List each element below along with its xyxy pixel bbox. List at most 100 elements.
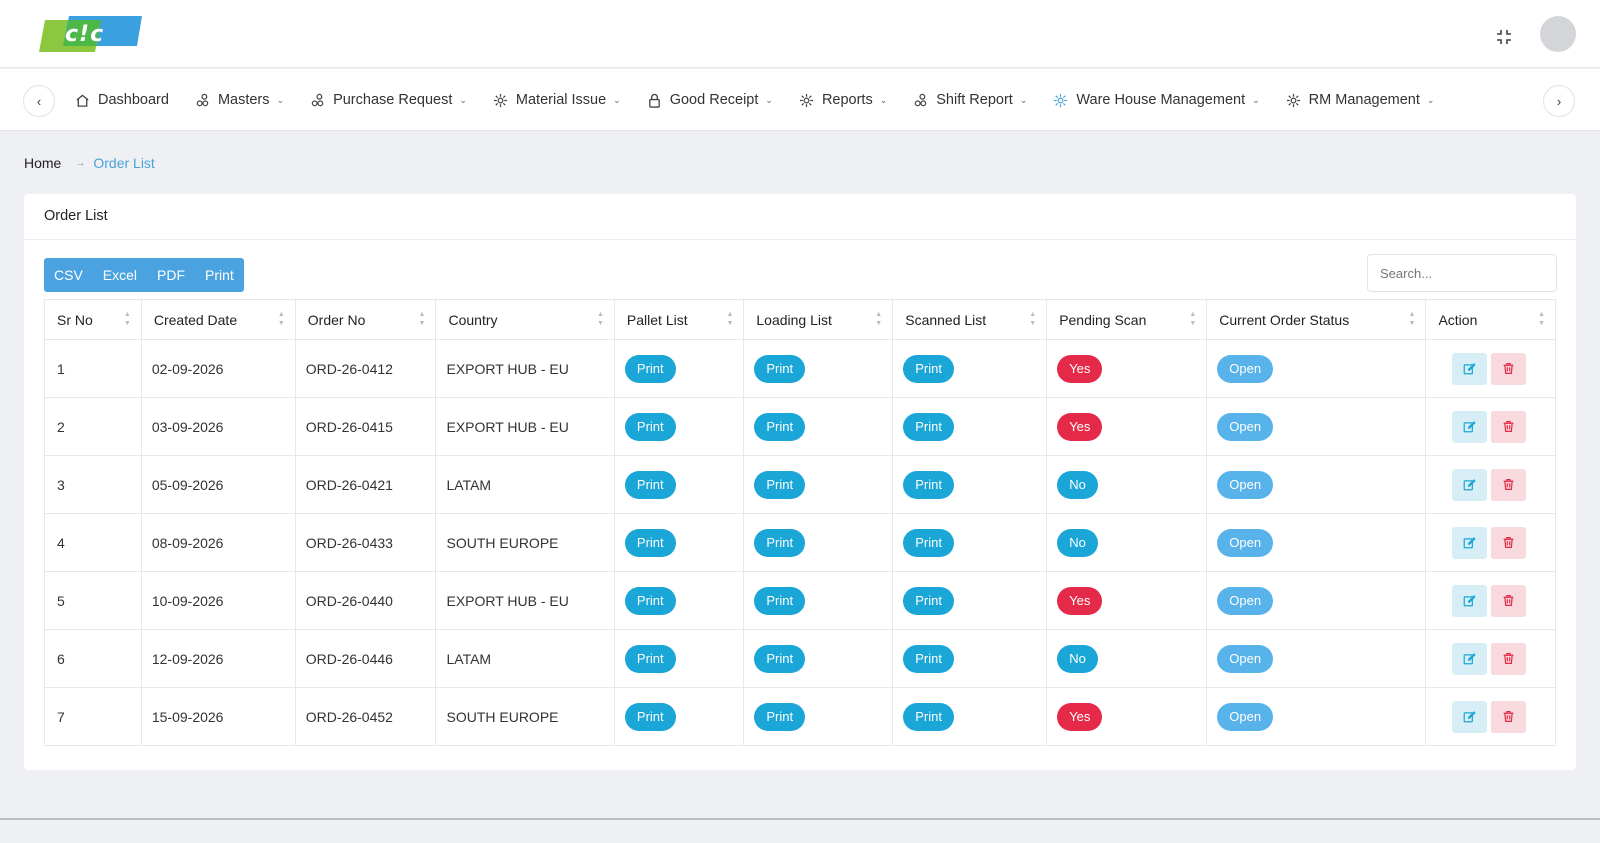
excel-export-button[interactable]: Excel [102,267,138,283]
user-avatar[interactable] [1540,16,1576,52]
loading-list-print-button[interactable]: Print [754,470,806,499]
scanned-list-print-button[interactable]: Print [903,412,954,441]
delete-icon[interactable] [1490,584,1526,617]
delete-icon[interactable] [1490,410,1526,443]
edit-icon[interactable] [1451,584,1487,617]
cell-status: Open [1206,629,1427,688]
logo-shape [39,16,142,52]
scanned-list-print-button[interactable]: Print [903,470,954,499]
csv-export-button[interactable]: CSV [54,267,83,283]
column-header-label: Loading List [756,311,832,328]
cell-scanned: Print [892,513,1048,572]
cell-sr: 4 [44,513,142,572]
chevron-down-icon: ⌄ [765,94,773,105]
nav-scroll-right-button[interactable]: › [1543,85,1575,117]
collapse-icon[interactable] [1495,28,1513,46]
column-header-created-date[interactable]: Created Date ▲ ▼ [140,299,296,340]
edit-icon[interactable] [1451,642,1487,675]
column-header-action[interactable]: Action ▲ ▼ [1425,299,1556,340]
pdf-export-button[interactable]: PDF [157,267,186,283]
edit-icon[interactable] [1451,468,1487,501]
pallet-list-print-button[interactable]: Print [624,702,676,731]
cell-scanned: Print [892,397,1048,456]
pallet-list-print-button[interactable]: Print [624,412,676,441]
column-header-order-no[interactable]: Order No ▲ ▼ [294,299,437,340]
cell-country: SOUTH EUROPE [435,513,615,572]
nav-item-shift-report[interactable]: Shift Report ⌄ [913,92,1027,108]
column-header-current-order-status[interactable]: Current Order Status ▲ ▼ [1206,299,1427,340]
loading-list-print-button[interactable]: Print [754,702,806,731]
chevron-right-icon: › [1556,93,1562,109]
column-header-country[interactable]: Country ▲ ▼ [435,299,615,340]
nav-scroll-left-button[interactable]: ‹ [23,85,55,117]
loading-list-print-button[interactable]: Print [754,644,806,673]
table-row: 1 02-09-2026 ORD-26-0412 EXPORT HUB - EU Pri… [44,339,1556,398]
scanned-list-print-button[interactable]: Print [903,528,954,557]
sort-icon: ▲ ▼ [596,311,604,327]
breadcrumb-home[interactable]: Home [24,155,62,171]
cell-sr: 2 [44,397,142,456]
edit-icon[interactable] [1451,352,1487,385]
edit-icon[interactable] [1451,410,1487,443]
loading-list-print-button[interactable]: Print [754,412,806,441]
company-logo[interactable]: c!c [39,16,142,52]
loading-list-print-button[interactable]: Print [754,354,806,383]
sort-icon: ▲ ▼ [1029,311,1037,327]
sort-icon: ▲ ▼ [123,311,131,327]
gear-icon [799,93,814,108]
column-header-pallet-list[interactable]: Pallet List ▲ ▼ [613,299,745,340]
delete-icon[interactable] [1490,468,1526,501]
scanned-list-print-button[interactable]: Print [903,702,954,731]
column-header-pending-scan[interactable]: Pending Scan ▲ ▼ [1046,299,1208,340]
nav-item-label: Shift Report [936,92,1013,108]
pallet-list-print-button[interactable]: Print [624,528,676,557]
cell-action [1425,397,1556,456]
cell-loading: Print [743,455,894,514]
scanned-list-print-button[interactable]: Print [903,644,954,673]
cell-loading: Print [743,339,894,398]
delete-icon[interactable] [1490,642,1526,675]
card-title: Order List [24,194,1576,240]
pallet-list-print-button[interactable]: Print [624,470,676,499]
loading-list-print-button[interactable]: Print [754,528,806,557]
chevron-down-icon: ⌄ [1019,94,1028,105]
nav-item-dashboard[interactable]: Dashboard [75,92,169,108]
chevron-down-icon: ⌄ [276,94,285,105]
cell-loading: Print [743,397,894,456]
search-input[interactable] [1367,254,1557,292]
pallet-list-print-button[interactable]: Print [624,354,676,383]
scanned-list-print-button[interactable]: Print [903,586,954,615]
column-header-sr-no[interactable]: Sr No ▲ ▼ [44,299,142,340]
delete-icon[interactable] [1490,700,1526,733]
nav-item-ware-house-management[interactable]: Ware House Management ⌄ [1053,92,1260,108]
edit-icon[interactable] [1451,526,1487,559]
pallet-list-print-button[interactable]: Print [624,644,676,673]
column-header-label: Created Date [153,311,238,328]
delete-icon[interactable] [1490,526,1526,559]
nav-item-good-receipt[interactable]: Good Receipt ⌄ [647,92,773,108]
nav-item-label: Reports [821,92,873,108]
column-header-loading-list[interactable]: Loading List ▲ ▼ [743,299,894,340]
scanned-list-print-button[interactable]: Print [903,354,954,383]
nav-item-rm-management[interactable]: RM Management ⌄ [1286,92,1434,108]
sort-icon: ▲ ▼ [418,311,426,327]
order-status-badge: Open [1217,586,1274,615]
edit-icon[interactable] [1451,700,1487,733]
chevron-left-icon: ‹ [36,93,42,109]
nav-item-masters[interactable]: Masters ⌄ [195,92,284,108]
delete-icon[interactable] [1490,352,1526,385]
loading-list-print-button[interactable]: Print [754,586,806,615]
cell-scanned: Print [892,339,1048,398]
sort-icon: ▲ ▼ [277,311,285,327]
print-export-button[interactable]: Print [205,267,234,283]
nav-item-purchase-request[interactable]: Purchase Request ⌄ [310,92,467,108]
column-header-scanned-list[interactable]: Scanned List ▲ ▼ [892,299,1048,340]
order-status-badge: Open [1217,412,1274,441]
cell-scanned: Print [892,455,1048,514]
chevron-down-icon: ⌄ [879,94,888,105]
nav-item-material-issue[interactable]: Material Issue ⌄ [493,92,621,108]
pallet-list-print-button[interactable]: Print [624,586,676,615]
cell-country: EXPORT HUB - EU [435,339,615,398]
nav-item-reports[interactable]: Reports ⌄ [799,92,887,108]
cell-country: EXPORT HUB - EU [435,571,615,630]
